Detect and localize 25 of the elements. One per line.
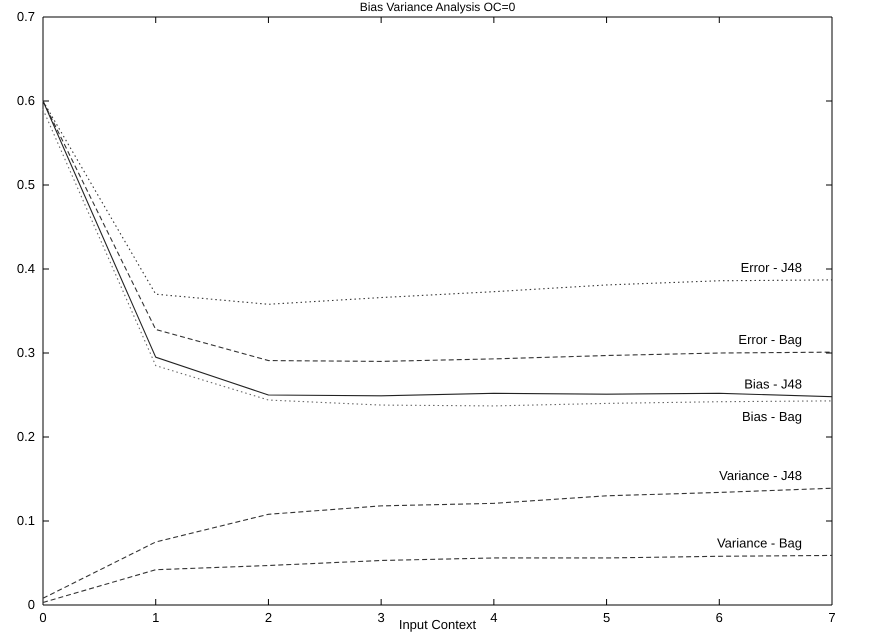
y-tick-label: 0.4 <box>16 261 35 276</box>
x-tick-label: 6 <box>716 610 723 626</box>
x-tick-label: 3 <box>378 610 385 626</box>
y-tick-label: 0.3 <box>16 345 35 360</box>
y-tick-label: 0.2 <box>16 429 35 444</box>
x-tick-label: 1 <box>152 610 160 626</box>
series-label: Variance - Bag <box>716 535 802 550</box>
y-tick-label: 0.5 <box>16 177 35 192</box>
y-tick-label: 0.6 <box>16 93 35 108</box>
y-tick-label: 0.1 <box>16 513 35 528</box>
x-tick-label: 0 <box>39 610 47 626</box>
x-tick-label: 4 <box>490 610 498 626</box>
chart-title: Bias Variance Analysis OC=0 <box>360 0 516 14</box>
series-label: Bias - J48 <box>744 376 802 392</box>
x-tick-label: 2 <box>264 610 272 626</box>
series-label: Error - Bag <box>738 332 802 348</box>
y-tick-label: 0 <box>28 597 35 612</box>
x-tick-label: 7 <box>828 610 836 626</box>
line-series <box>42 488 833 599</box>
series-label: Error - J48 <box>740 260 802 275</box>
y-tick-label: 0.7 <box>16 9 35 24</box>
series-label: Bias - Bag <box>742 408 802 424</box>
series-label: Variance - J48 <box>719 468 802 484</box>
x-tick-label: 5 <box>602 610 610 626</box>
x-axis-title: Input Context <box>398 617 477 632</box>
